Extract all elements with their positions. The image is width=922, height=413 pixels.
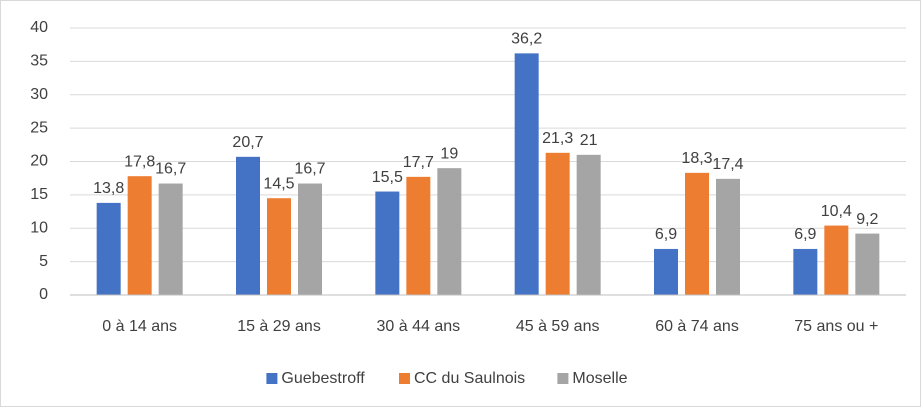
x-tick-label: 0 à 14 ans — [102, 318, 177, 335]
bar — [545, 152, 570, 295]
y-tick-label: 5 — [39, 253, 48, 270]
data-label: 20,7 — [232, 134, 263, 151]
x-tick-label: 15 à 29 ans — [237, 318, 321, 335]
x-tick-label: 45 à 59 ans — [516, 318, 600, 335]
bar — [406, 176, 431, 295]
data-label: 13,8 — [93, 180, 124, 197]
y-tick-label: 40 — [30, 19, 48, 36]
y-tick-label: 0 — [39, 286, 48, 303]
x-tick-label: 30 à 44 ans — [377, 318, 461, 335]
legend-label: Guebestroff — [281, 370, 365, 387]
data-label: 21 — [580, 132, 598, 149]
legend-swatch — [557, 373, 569, 384]
data-label: 17,7 — [403, 154, 434, 171]
bar — [298, 183, 322, 295]
x-tick-label: 60 à 74 ans — [655, 318, 739, 335]
y-tick-label: 15 — [30, 186, 48, 203]
x-tick-label: 75 ans ou + — [794, 318, 878, 335]
data-label: 17,8 — [124, 153, 155, 170]
legend-label: CC du Saulnois — [414, 370, 525, 387]
legend-swatch — [399, 373, 410, 384]
data-label: 10,4 — [821, 203, 852, 220]
bar — [158, 183, 183, 295]
bar — [685, 172, 709, 295]
y-tick-label: 25 — [30, 119, 48, 136]
bar — [716, 178, 740, 295]
bar — [437, 168, 462, 295]
bar — [793, 248, 818, 295]
bar — [654, 248, 678, 295]
bar — [855, 233, 880, 295]
y-tick-label: 35 — [30, 53, 48, 70]
bar — [267, 198, 291, 295]
bar — [236, 156, 260, 295]
data-label: 19 — [440, 145, 458, 162]
data-label: 14,5 — [263, 175, 294, 192]
bar — [824, 225, 849, 295]
y-tick-label: 30 — [30, 86, 48, 103]
bar — [576, 154, 601, 295]
bar — [127, 176, 152, 295]
y-tick-label: 10 — [30, 219, 48, 236]
data-label: 6,9 — [794, 226, 816, 243]
data-label: 15,5 — [372, 169, 403, 186]
bar — [514, 53, 539, 295]
legend-label: Moselle — [572, 370, 627, 387]
bar — [96, 202, 121, 295]
legend-swatch — [266, 373, 278, 384]
data-label: 6,9 — [655, 226, 677, 243]
data-label: 16,7 — [155, 161, 186, 178]
data-label: 9,2 — [856, 211, 878, 228]
data-label: 16,7 — [294, 161, 325, 178]
data-label: 36,2 — [511, 31, 542, 48]
data-label: 18,3 — [681, 150, 712, 167]
y-tick-label: 20 — [30, 153, 48, 170]
data-label: 17,4 — [712, 156, 743, 173]
data-label: 21,3 — [542, 130, 573, 147]
bar — [375, 191, 400, 295]
